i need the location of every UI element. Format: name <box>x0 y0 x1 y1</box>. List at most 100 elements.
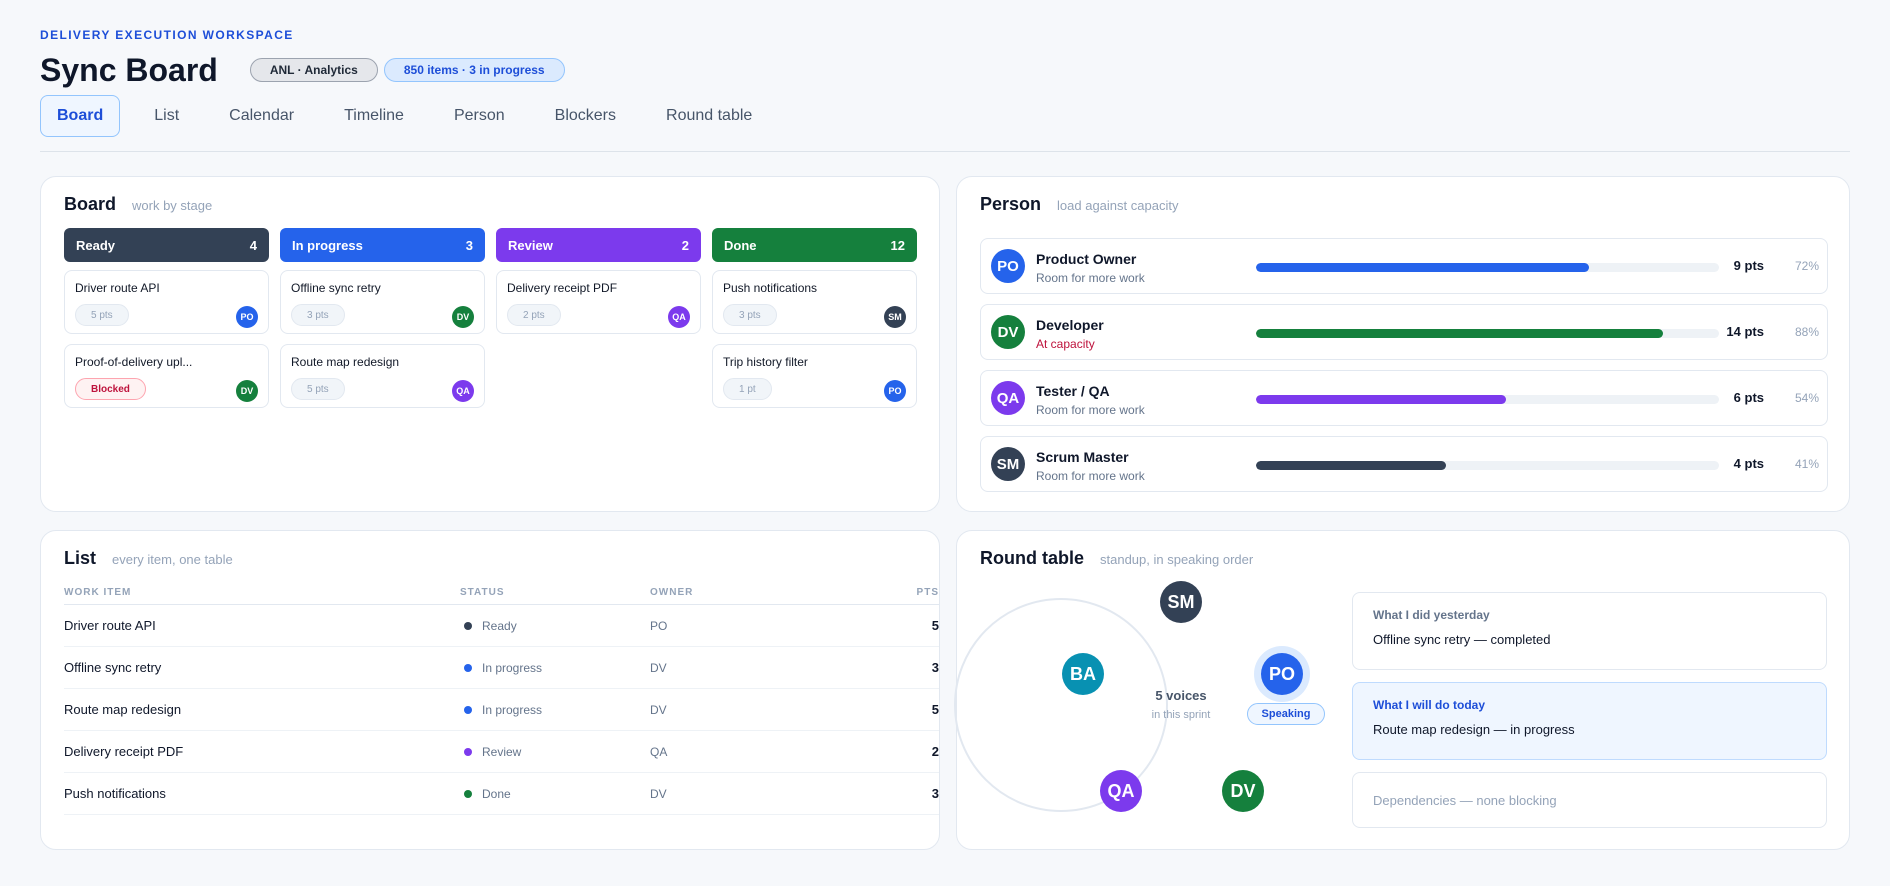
column-count: 3 <box>465 237 473 253</box>
person-percent: 54% <box>1794 391 1819 405</box>
person-subtitle: load against capacity <box>1057 198 1179 213</box>
table-header: WORK ITEM STATUS OWNER PTS <box>64 581 939 605</box>
note-dependencies-value: Dependencies — none blocking <box>1373 792 1557 808</box>
load-bar-fill <box>1256 263 1590 272</box>
tab-list[interactable]: List <box>154 107 180 124</box>
status-dot <box>464 621 472 630</box>
column-count: 12 <box>890 237 905 253</box>
table-row[interactable]: Driver route API Ready PO 5 <box>64 605 939 647</box>
note-yesterday[interactable]: What I did yesterday Offline sync retry … <box>1352 592 1827 670</box>
round-table-title: Round table <box>980 548 1084 568</box>
work-card[interactable]: Proof-of-delivery upl... Blocked DV <box>64 344 269 408</box>
column-name: Review <box>508 237 553 253</box>
status-cell: In progress <box>460 661 650 675</box>
column-header[interactable]: In progress 3 <box>280 228 485 262</box>
column-header[interactable]: Review 2 <box>496 228 701 262</box>
col-pts[interactable]: PTS <box>916 587 939 598</box>
points-badge: 3 pts <box>723 304 777 326</box>
seat-po[interactable]: PO <box>1261 653 1303 695</box>
person-avatar: DV <box>991 315 1025 349</box>
person-row[interactable]: DV Developer At capacity 14 pts 88% <box>980 304 1828 360</box>
seat-dv[interactable]: DV <box>1222 770 1264 812</box>
person-points: 9 pts <box>1733 258 1764 273</box>
status-label: Ready <box>482 618 517 633</box>
column-header[interactable]: Done 12 <box>712 228 917 262</box>
tab-round-table[interactable]: Round table <box>666 107 753 124</box>
note-yesterday-label: What I did yesterday <box>1373 608 1490 622</box>
board-panel: Board work by stage Ready 4 Driver route A… <box>40 176 940 512</box>
work-card[interactable]: Trip history filter 1 pt PO <box>712 344 917 408</box>
capacity-note: Room for more work <box>1036 469 1145 483</box>
seat-ba[interactable]: BA <box>1062 653 1104 695</box>
status-cell: In progress <box>460 703 650 717</box>
owner-avatar: QA <box>668 306 690 328</box>
person-name: Scrum Master <box>1036 449 1129 465</box>
card-title: Trip history filter <box>723 355 808 369</box>
col-work-item[interactable]: WORK ITEM <box>64 587 132 598</box>
card-title: Offline sync retry <box>291 281 381 295</box>
table-row[interactable]: Route map redesign In progress DV 5 <box>64 689 939 731</box>
person-row[interactable]: PO Product Owner Room for more work 9 pts 72… <box>980 238 1828 294</box>
tab-person[interactable]: Person <box>453 107 505 124</box>
round-table-subtitle: standup, in speaking order <box>1100 552 1254 567</box>
status-dot <box>464 705 472 714</box>
list-panel: List every item, one table WORK ITEM STA… <box>40 530 940 850</box>
person-name: Tester / QA <box>1036 383 1110 399</box>
col-owner[interactable]: OWNER <box>650 587 694 598</box>
page-header: DELIVERY EXECUTION WORKSPACE Sync Board … <box>40 28 1850 90</box>
person-row[interactable]: SM Scrum Master Room for more work 4 pts 41% <box>980 436 1828 492</box>
status-dot <box>464 789 472 798</box>
load-bar-fill <box>1256 395 1507 404</box>
person-panel: Person load against capacity PO Product O… <box>956 176 1850 512</box>
person-avatar: SM <box>991 447 1025 481</box>
person-points: 6 pts <box>1733 390 1764 405</box>
person-points: 14 pts <box>1726 324 1764 339</box>
person-avatar: PO <box>991 249 1025 283</box>
work-item-name: Delivery receipt PDF <box>64 744 184 759</box>
tab-blockers[interactable]: Blockers <box>554 107 617 124</box>
seat-qa[interactable]: QA <box>1100 770 1142 812</box>
person-avatar: QA <box>991 381 1025 415</box>
header-divider <box>40 151 1850 152</box>
work-card[interactable]: Route map redesign 5 pts QA <box>280 344 485 408</box>
work-card[interactable]: Offline sync retry 3 pts DV <box>280 270 485 334</box>
status-label: In progress <box>482 702 543 717</box>
table-row[interactable]: Delivery receipt PDF Review QA 2 <box>64 731 939 773</box>
person-percent: 88% <box>1794 325 1819 339</box>
work-card[interactable]: Driver route API 5 pts PO <box>64 270 269 334</box>
voices-subtitle: in this sprint <box>1151 709 1211 721</box>
board-column: Review 2 Delivery receipt PDF 2 pts QA <box>496 228 701 418</box>
pts-cell: 2 <box>931 744 939 759</box>
work-card[interactable]: Delivery receipt PDF 2 pts QA <box>496 270 701 334</box>
card-title: Push notifications <box>723 281 818 295</box>
project-chip[interactable]: ANL · Analytics <box>249 58 378 82</box>
note-today[interactable]: What I will do today Route map redesign … <box>1352 682 1827 760</box>
tab-calendar[interactable]: Calendar <box>229 107 295 124</box>
tab-timeline[interactable]: Timeline <box>344 107 404 124</box>
tab-board[interactable]: Board <box>40 95 121 137</box>
status-cell: Done <box>460 787 650 801</box>
voices-center: 5 voices in this sprint <box>1101 688 1261 721</box>
pts-cell: 5 <box>931 702 939 717</box>
person-percent: 41% <box>1794 457 1819 471</box>
load-bar <box>1256 329 1719 338</box>
voices-count: 5 voices <box>1155 688 1207 703</box>
view-tabs: Board List Calendar Timeline Person Bloc… <box>40 95 786 137</box>
owner-cell: DV <box>650 786 667 801</box>
table-row[interactable]: Push notifications Done DV 3 <box>64 773 939 815</box>
points-badge: 3 pts <box>291 304 345 326</box>
blocked-badge: Blocked <box>75 378 146 400</box>
work-card[interactable]: Push notifications 3 pts SM <box>712 270 917 334</box>
capacity-note: Room for more work <box>1036 403 1145 417</box>
load-bar <box>1256 395 1719 404</box>
owner-avatar: DV <box>452 306 474 328</box>
board-columns: Ready 4 Driver route API 5 pts PO Proof-of-de… <box>64 228 928 418</box>
col-status[interactable]: STATUS <box>460 587 505 598</box>
work-items-table: WORK ITEM STATUS OWNER PTS Driver route … <box>64 581 939 815</box>
table-row[interactable]: Offline sync retry In progress DV 3 <box>64 647 939 689</box>
seat-sm[interactable]: SM <box>1160 581 1202 623</box>
note-dependencies[interactable]: Dependencies — none blocking <box>1352 772 1827 828</box>
person-row[interactable]: QA Tester / QA Room for more work 6 pts 54% <box>980 370 1828 426</box>
person-title: Person <box>980 194 1042 214</box>
column-header[interactable]: Ready 4 <box>64 228 269 262</box>
